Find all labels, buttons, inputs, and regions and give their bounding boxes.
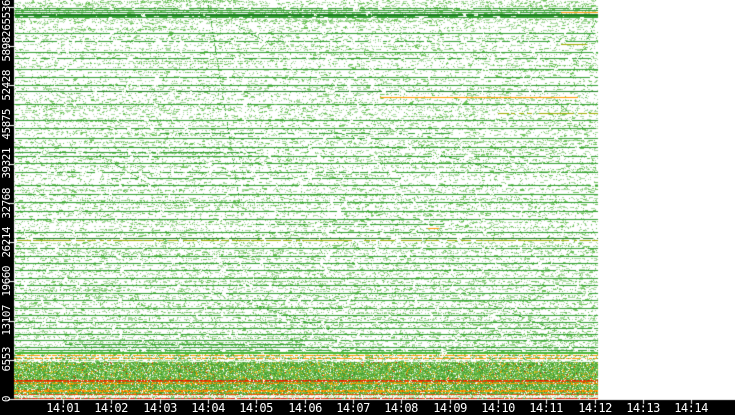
y-tick-label: 65536	[0, 0, 13, 31]
y-tick-label: 58982	[0, 31, 13, 62]
x-tick-label: 14:04	[191, 401, 225, 415]
x-tick-label: 14:14	[674, 401, 708, 415]
y-tick-label: 52428	[0, 70, 13, 101]
x-tick-label: 14:08	[384, 401, 418, 415]
y-tick-label: 0	[0, 396, 13, 403]
x-tick-label: 14:05	[239, 401, 273, 415]
x-tick-label: 14:06	[288, 401, 322, 415]
x-tick-label: 14:03	[143, 401, 177, 415]
x-tick-label: 14:12	[578, 401, 612, 415]
y-tick-label: 32768	[0, 188, 13, 219]
y-tick-label: 45875	[0, 109, 13, 140]
x-tick-label: 14:07	[336, 401, 370, 415]
x-tick-label: 14:02	[94, 401, 128, 415]
y-tick-label: 6553	[0, 347, 13, 372]
x-tick-label: 14:01	[46, 401, 80, 415]
y-tick-label: 19660	[0, 266, 13, 297]
x-tick-label: 14:10	[481, 401, 515, 415]
x-tick-label: 14:11	[529, 401, 563, 415]
x-tick-label: 14:09	[433, 401, 467, 415]
x-tick-label: 14:13	[626, 401, 660, 415]
y-tick-label: 13107	[0, 305, 13, 336]
y-tick-label: 39321	[0, 148, 13, 179]
y-tick-label: 26214	[0, 227, 13, 258]
